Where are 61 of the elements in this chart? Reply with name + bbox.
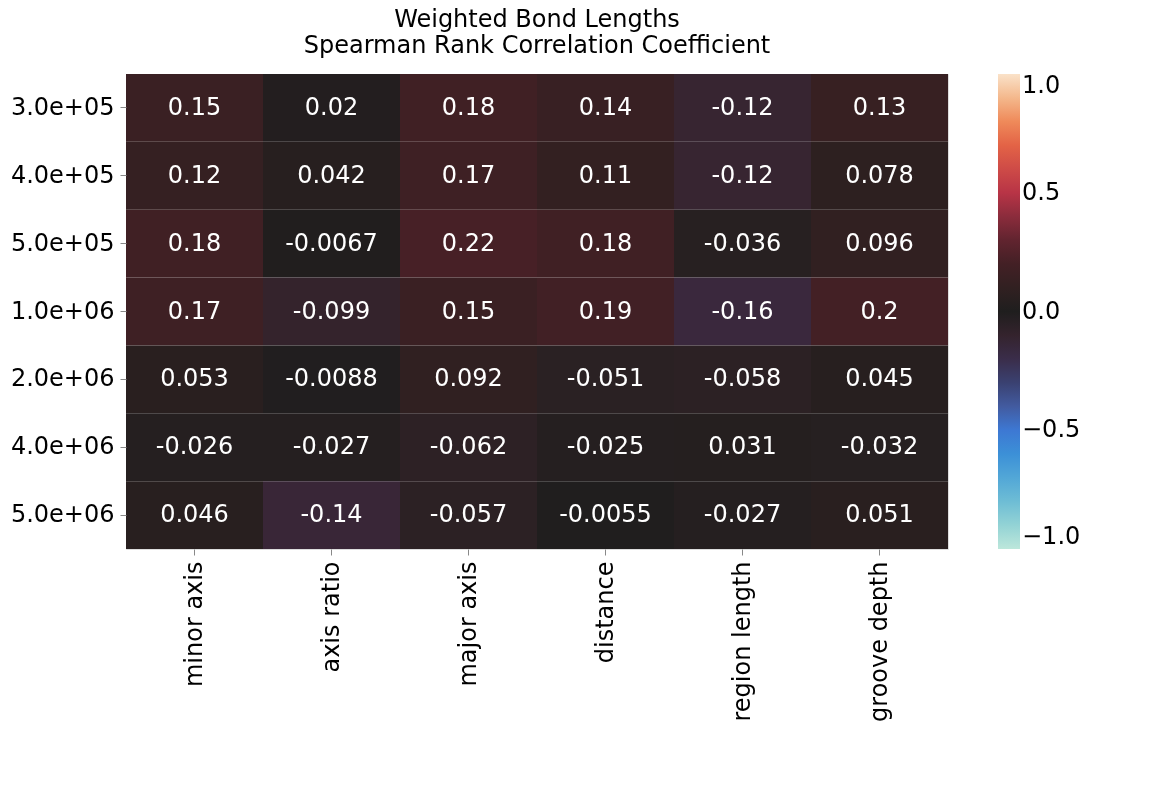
data-label: 0.046 <box>160 500 229 529</box>
data-label: 0.045 <box>845 364 914 393</box>
y-tick-label: 2.0e+06 <box>10 364 115 393</box>
y-tick-label: 5.0e+06 <box>10 500 115 529</box>
data-label: -0.16 <box>711 296 774 325</box>
data-label: 0.22 <box>441 228 496 257</box>
data-label: 0.18 <box>578 228 633 257</box>
chart-title: Weighted Bond Lengths Spearman Rank Correlation Coefficient <box>303 5 771 59</box>
data-label: -0.0088 <box>285 364 378 393</box>
data-label: -0.12 <box>711 160 774 189</box>
x-tick-label: distance <box>590 561 619 664</box>
data-label: -0.036 <box>703 228 782 257</box>
color-bar-label: −1.0 <box>1022 522 1081 550</box>
data-label: -0.0067 <box>285 228 378 257</box>
data-label: 0.2 <box>860 296 899 325</box>
data-label: 0.14 <box>578 92 633 121</box>
data-label: -0.027 <box>292 432 371 461</box>
data-label: -0.14 <box>300 500 363 529</box>
y-tick-label: 4.0e+05 <box>10 160 115 189</box>
data-label: 0.092 <box>434 364 503 393</box>
data-label: 0.042 <box>297 160 366 189</box>
data-label: 0.12 <box>167 160 222 189</box>
y-tick-label: 5.0e+05 <box>10 228 115 257</box>
data-label: -0.0055 <box>559 500 652 529</box>
data-label: 0.13 <box>852 92 907 121</box>
x-tick-label: groove depth <box>864 561 893 722</box>
x-tick-label: region length <box>727 561 756 722</box>
data-label: -0.025 <box>566 432 645 461</box>
data-label: 0.17 <box>441 160 496 189</box>
data-label: 0.096 <box>845 228 914 257</box>
data-label: -0.026 <box>155 432 234 461</box>
data-label: -0.058 <box>703 364 782 393</box>
color-bar-label: 0.5 <box>1022 177 1061 206</box>
data-label: -0.027 <box>703 500 782 529</box>
data-label: -0.057 <box>429 500 508 529</box>
color-bar-label: 1.0 <box>1022 71 1061 99</box>
data-label: 0.19 <box>578 296 633 325</box>
data-label: -0.051 <box>566 364 645 393</box>
y-tick-label: 3.0e+05 <box>10 92 115 121</box>
color-bar-label: 0.0 <box>1022 296 1061 325</box>
y-tick-label: 4.0e+06 <box>10 432 115 461</box>
data-label: -0.032 <box>840 432 919 461</box>
x-tick-label: axis ratio <box>316 561 345 673</box>
data-label: -0.062 <box>429 432 508 461</box>
x-tick-label: major axis <box>453 561 482 687</box>
data-label: -0.12 <box>711 92 774 121</box>
data-label: 0.11 <box>578 160 633 189</box>
data-label: 0.051 <box>845 500 914 529</box>
data-label: 0.078 <box>845 160 914 189</box>
data-label: 0.17 <box>167 296 222 325</box>
data-label: 0.031 <box>708 432 777 461</box>
data-label: 0.02 <box>304 92 359 121</box>
color-bar-label: −0.5 <box>1022 415 1081 444</box>
data-label: 0.053 <box>160 364 229 393</box>
data-label: 0.15 <box>441 296 496 325</box>
x-tick-label: minor axis <box>179 561 208 688</box>
y-tick-label: 1.0e+06 <box>10 296 115 325</box>
data-label: 0.18 <box>167 228 222 257</box>
data-label: -0.099 <box>292 296 371 325</box>
data-label: 0.15 <box>167 92 222 121</box>
data-label: 0.18 <box>441 92 496 121</box>
